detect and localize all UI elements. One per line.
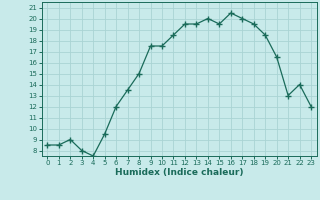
X-axis label: Humidex (Indice chaleur): Humidex (Indice chaleur) — [115, 168, 244, 177]
